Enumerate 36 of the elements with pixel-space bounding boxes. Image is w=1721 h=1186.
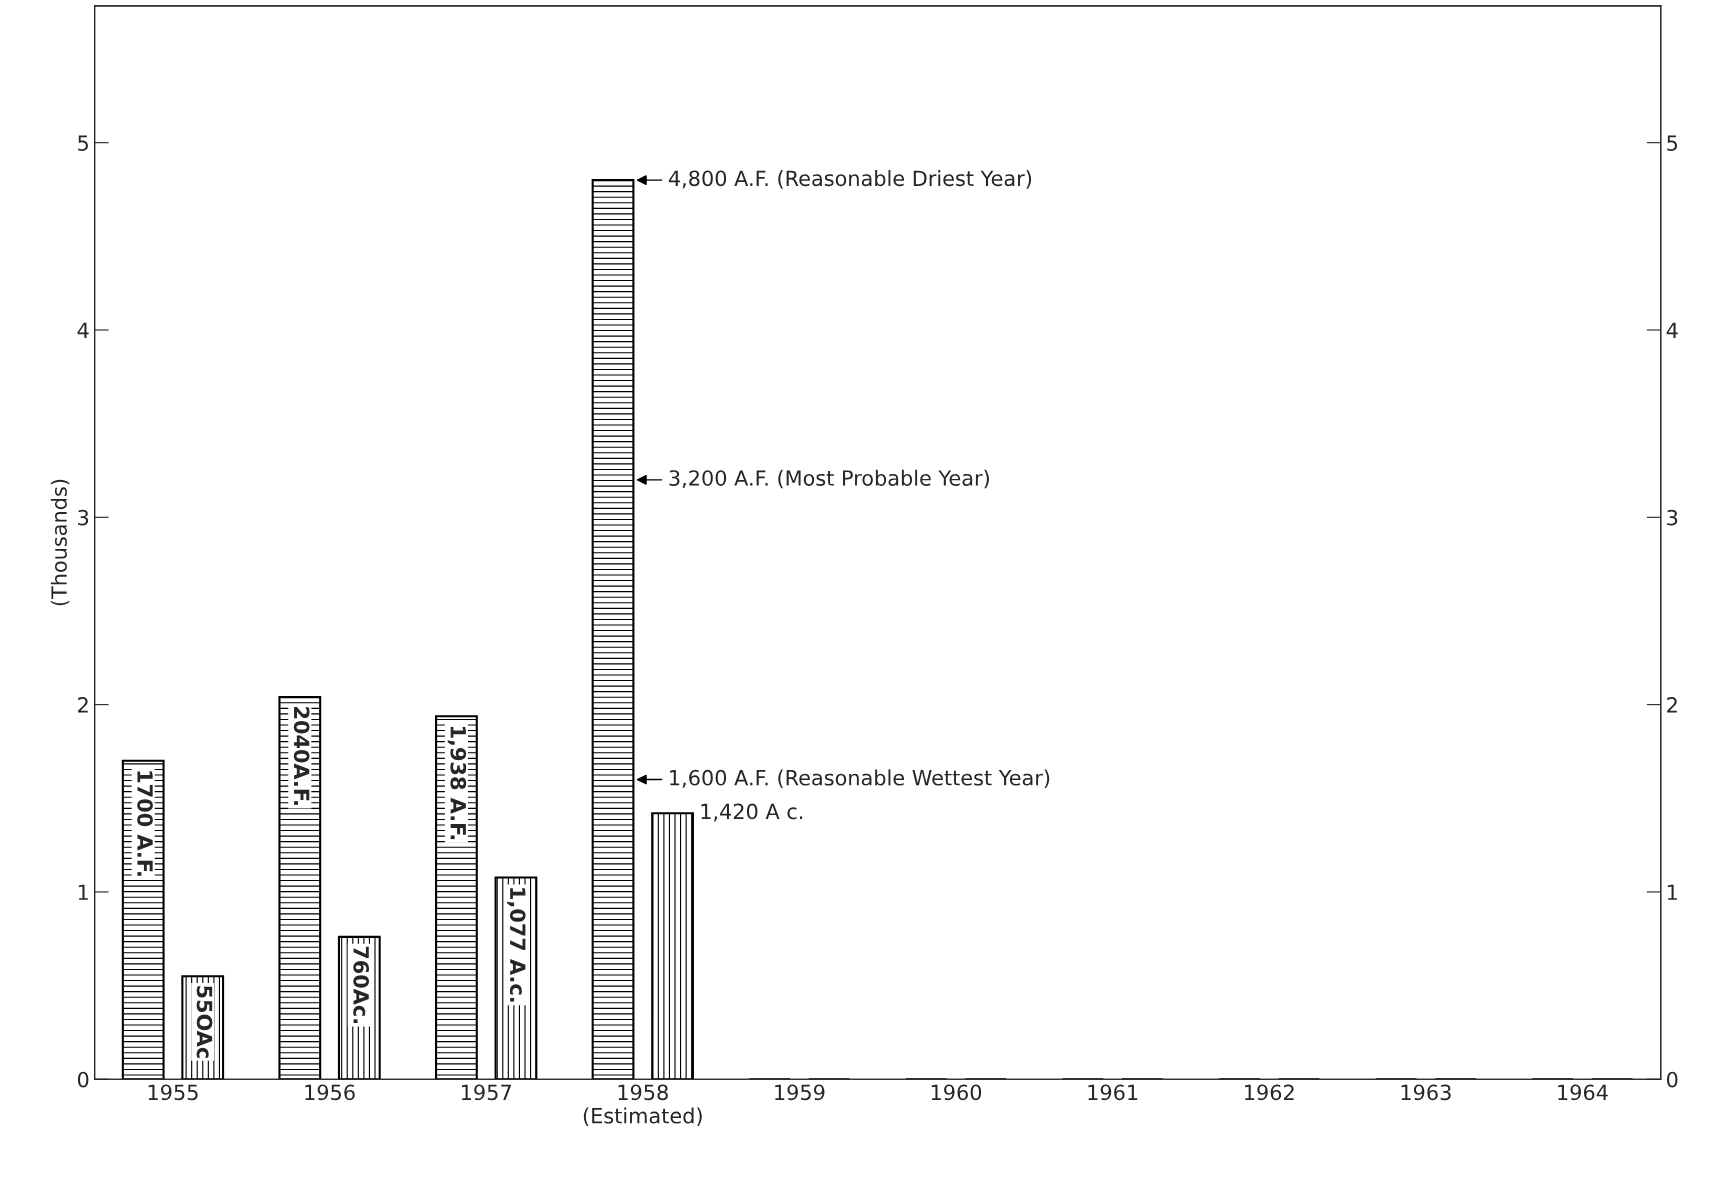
y2-tick-label: 4 [1666, 322, 1678, 338]
y-tick-label: 3 [78, 509, 89, 526]
y2-tick-label: 1 [1667, 884, 1677, 900]
y-tick-label: 5 [78, 135, 88, 151]
y-tick-label: 1 [78, 884, 88, 900]
y-tick-label: 0 [77, 1071, 89, 1088]
x-tick-label: 1963 [1401, 1084, 1451, 1101]
x-tick-label: 1957 [461, 1084, 511, 1101]
x-tick-label: 1958 (Estimated) [583, 1084, 702, 1127]
y2-tick-label: 5 [1667, 135, 1678, 151]
x-tick-label: 1964 [1558, 1084, 1608, 1101]
annotation: 4,800 A.F. (Reasonable Driest Year) [668, 170, 1032, 189]
x-tick-label: 1955 [148, 1084, 198, 1101]
annotation: 3,200 A.F. (Most Probable Year) [669, 469, 989, 489]
annotation: 55OAc [196, 986, 213, 1058]
y-tick-label: 2 [78, 697, 88, 713]
y-tick-label: 4 [77, 322, 89, 338]
annotation: 1,077 A.c. [507, 888, 526, 1002]
bar [651, 812, 694, 1080]
annotation: 1700 A.F. [137, 771, 153, 876]
annotation: 2040A.F. [293, 707, 310, 805]
annotation: 1,938 A.F. [447, 726, 467, 840]
annotation: 1,600 A.F. (Reasonable Wettest Year) [670, 769, 1050, 789]
x-tick-label: 1962 [1245, 1084, 1294, 1101]
y2-tick-label: 3 [1667, 509, 1678, 526]
bar [591, 179, 635, 1080]
x-tick-label: 1961 [1088, 1084, 1138, 1101]
annotation: 1,420 A c. [701, 803, 803, 822]
annotation: 760Ac. [353, 946, 370, 1023]
x-tick-label: 1956 [305, 1084, 355, 1101]
y2-tick-label: 0 [1667, 1071, 1678, 1088]
y2-tick-label: 2 [1667, 697, 1677, 713]
x-tick-label: 1959 [775, 1084, 825, 1101]
y-axis-title: (Thousands) [50, 479, 70, 606]
x-tick-label: 1960 [931, 1084, 982, 1101]
bar [278, 696, 322, 1080]
